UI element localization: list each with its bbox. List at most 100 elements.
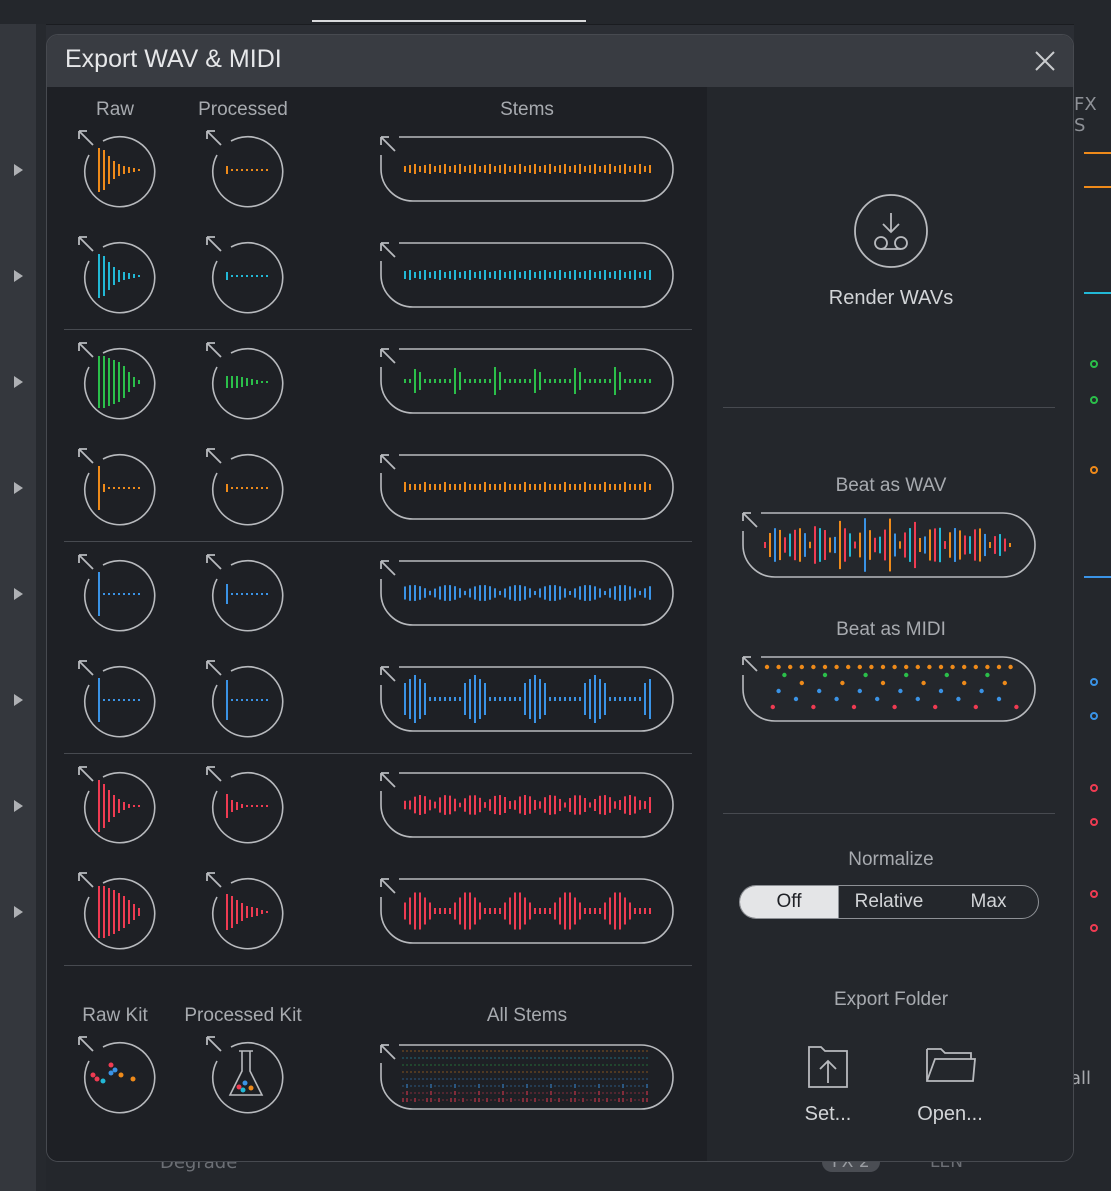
processed-drag-button[interactable]	[203, 869, 289, 955]
normalize-relative-option[interactable]: Relative	[838, 886, 939, 918]
raw-drag-button[interactable]	[75, 869, 161, 955]
raw-drag-button[interactable]	[75, 339, 161, 425]
processed-drag-button[interactable]	[203, 551, 289, 637]
beat-wav-label: Beat as WAV	[835, 475, 947, 496]
track-row	[47, 753, 707, 859]
group-separator	[64, 541, 692, 542]
group-separator	[64, 753, 692, 754]
fx-routing-dot[interactable]	[1090, 360, 1098, 368]
raw-drag-button[interactable]	[75, 551, 161, 637]
fx-routing-dot[interactable]	[1090, 818, 1098, 826]
render-wavs-button[interactable]: Render WAVs	[821, 191, 961, 321]
fx-routing-line	[1084, 576, 1111, 578]
export-dialog: Export WAV & MIDI Raw Processed Stems Ra…	[46, 34, 1074, 1162]
track-expand-arrow-icon[interactable]	[14, 694, 23, 706]
normalize-max-option[interactable]: Max	[970, 891, 1007, 912]
stem-drag-button[interactable]	[377, 239, 677, 311]
track-expand-arrow-icon[interactable]	[14, 588, 23, 600]
all-stems-drag-button[interactable]	[377, 1041, 677, 1113]
raw-drag-button[interactable]	[75, 445, 161, 531]
export-options-pane: Render WAVs Beat as WAV Beat as MIDI Nor…	[707, 87, 1073, 1161]
export-folder-label: Export Folder	[833, 989, 949, 1010]
stem-drag-button[interactable]	[377, 451, 677, 523]
raw-drag-button[interactable]	[75, 233, 161, 319]
processed-column-header: Processed	[198, 99, 288, 120]
dialog-title: Export WAV & MIDI	[65, 45, 282, 73]
close-icon[interactable]	[1033, 49, 1057, 73]
processed-kit-drag-button[interactable]	[203, 1033, 289, 1119]
group-separator	[64, 965, 692, 966]
processed-drag-button[interactable]	[203, 233, 289, 319]
processed-drag-button[interactable]	[203, 127, 289, 213]
all-stems-header: All Stems	[486, 1005, 568, 1026]
section-separator	[723, 813, 1055, 814]
normalize-label: Normalize	[848, 849, 934, 870]
stem-drag-button[interactable]	[377, 663, 677, 735]
fx-routing-line	[1084, 152, 1111, 154]
render-wavs-label: Render WAVs	[828, 287, 954, 309]
track-row	[47, 435, 707, 541]
selected-tab-indicator	[312, 20, 586, 22]
processed-drag-button[interactable]	[203, 339, 289, 425]
left-track-strip	[0, 24, 36, 1191]
processed-drag-button[interactable]	[203, 657, 289, 743]
track-row	[47, 329, 707, 435]
set-folder-label: Set...	[804, 1103, 852, 1125]
track-expand-arrow-icon[interactable]	[14, 482, 23, 494]
raw-drag-button[interactable]	[75, 657, 161, 743]
fx-routing-dot[interactable]	[1090, 466, 1098, 474]
track-row	[47, 647, 707, 753]
beat-as-wav-drag-button[interactable]	[739, 509, 1039, 581]
track-expand-arrow-icon[interactable]	[14, 376, 23, 388]
fx-routing-dot[interactable]	[1090, 396, 1098, 404]
stem-drag-button[interactable]	[377, 557, 677, 629]
raw-kit-header: Raw Kit	[82, 1005, 148, 1026]
folder-open-icon	[926, 1048, 976, 1082]
track-expand-arrow-icon[interactable]	[14, 800, 23, 812]
fx-routing-line	[1084, 292, 1111, 294]
track-expand-arrow-icon[interactable]	[14, 164, 23, 176]
set-folder-button[interactable]: Set...	[783, 1039, 873, 1135]
fx-routing-dot[interactable]	[1090, 784, 1098, 792]
fx-routing-dot[interactable]	[1090, 678, 1098, 686]
track-row	[47, 223, 707, 329]
beat-midi-label: Beat as MIDI	[836, 619, 946, 640]
track-expand-arrow-icon[interactable]	[14, 906, 23, 918]
right-fx-panel	[1074, 24, 1111, 1191]
top-bar	[0, 0, 1111, 25]
folder-upload-icon	[808, 1046, 848, 1088]
processed-drag-button[interactable]	[203, 445, 289, 531]
raw-column-header: Raw	[95, 99, 134, 120]
fx-routing-dot[interactable]	[1090, 924, 1098, 932]
track-expand-arrow-icon[interactable]	[14, 270, 23, 282]
raw-drag-button[interactable]	[75, 763, 161, 849]
normalize-segmented-control: Off Relative Max	[739, 885, 1039, 919]
stem-drag-button[interactable]	[377, 345, 677, 417]
stems-pane: Raw Processed Stems Raw Kit Processed Ki…	[47, 87, 707, 1161]
open-folder-button[interactable]: Open...	[905, 1039, 995, 1135]
raw-drag-button[interactable]	[75, 127, 161, 213]
stem-drag-button[interactable]	[377, 875, 677, 947]
processed-kit-header: Processed Kit	[184, 1005, 302, 1026]
stem-drag-button[interactable]	[377, 769, 677, 841]
fx-column-label: FX S	[1074, 94, 1097, 136]
open-folder-label: Open...	[917, 1103, 983, 1125]
fx-routing-dot[interactable]	[1090, 890, 1098, 898]
raw-kit-drag-button[interactable]	[75, 1033, 161, 1119]
processed-drag-button[interactable]	[203, 763, 289, 849]
fx-routing-dot[interactable]	[1090, 712, 1098, 720]
beat-as-midi-drag-button[interactable]	[739, 653, 1039, 725]
stems-column-header: Stems	[500, 99, 554, 120]
track-row	[47, 541, 707, 647]
track-row	[47, 117, 707, 223]
dialog-titlebar: Export WAV & MIDI	[47, 35, 1073, 87]
section-separator	[723, 407, 1055, 408]
download-icon	[854, 194, 928, 268]
fx-routing-line	[1084, 186, 1111, 188]
background-all-label: all	[1070, 1068, 1092, 1089]
stem-drag-button[interactable]	[377, 133, 677, 205]
track-row	[47, 859, 707, 965]
left-track-strip-edge	[36, 24, 46, 1191]
normalize-off-option[interactable]: Off	[740, 886, 838, 918]
group-separator	[64, 329, 692, 330]
